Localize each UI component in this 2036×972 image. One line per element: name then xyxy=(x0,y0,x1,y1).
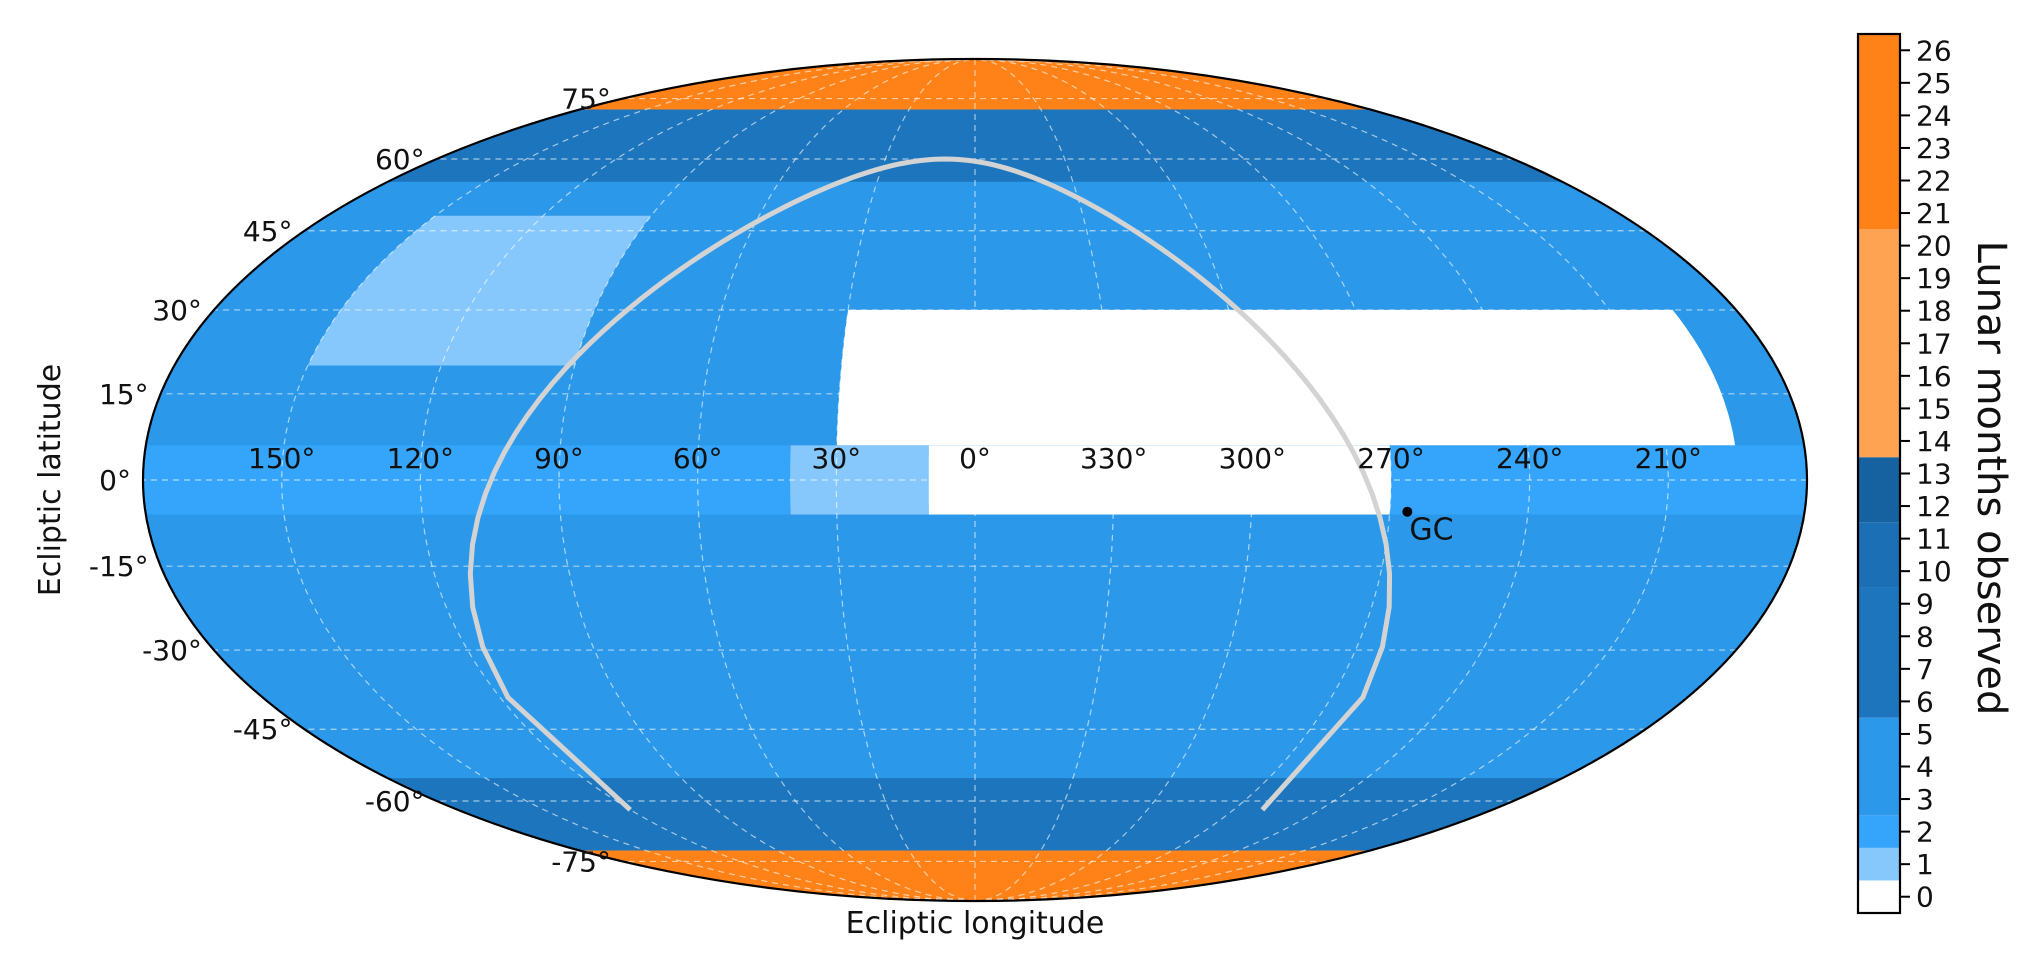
latitude-tick-label: 15° xyxy=(99,378,149,411)
colorbar-tick-label: 22 xyxy=(1916,165,1952,198)
colorbar-tick-label: 20 xyxy=(1916,230,1952,263)
colorbar-band xyxy=(1858,587,1900,718)
longitude-tick-label: 150° xyxy=(248,442,315,475)
colorbar-tick-label: 17 xyxy=(1916,327,1952,360)
latitude-tick-labels: 75° 60° 45° 30° 15° 0° -15° -30° -45° -60° -75° xyxy=(89,83,611,879)
longitude-tick-label: 210° xyxy=(1635,442,1702,475)
colorbar-label: Lunar months observed xyxy=(1968,241,2014,716)
latitude-tick-label: 45° xyxy=(243,215,293,248)
colorbar-tick-label: 24 xyxy=(1916,99,1952,132)
latitude-tick-label: -30° xyxy=(142,634,202,667)
meridian-line xyxy=(419,59,976,901)
longitude-tick-label: 30° xyxy=(812,442,862,475)
longitude-tick-label: 120° xyxy=(387,442,454,475)
map-frame xyxy=(141,57,1809,903)
longitude-tick-label: 240° xyxy=(1496,442,1563,475)
longitude-tick-label: 60° xyxy=(673,442,723,475)
gc-label: GC xyxy=(1409,513,1453,548)
colorbar-tick-label: 25 xyxy=(1916,67,1952,100)
colorbar-tick-label: 9 xyxy=(1916,588,1934,621)
colorbar-tick-label: 21 xyxy=(1916,197,1952,230)
colorbar-tick-label: 1 xyxy=(1916,848,1934,881)
colorbar-band xyxy=(1858,229,1900,458)
galactic-plane-curve xyxy=(467,156,1393,812)
colorbar-tick-label: 18 xyxy=(1916,295,1952,328)
latitude-tick-label: -15° xyxy=(89,550,149,583)
colorbar-band xyxy=(1858,880,1900,897)
colorbar-tick-label: 5 xyxy=(1916,718,1934,751)
overlays: GC xyxy=(467,156,1454,812)
colorbar-band xyxy=(1858,522,1900,588)
longitude-tick-labels: 150° 120° 90° 60° 30° 0° 330° 300° 270° 240° 210° xyxy=(248,442,1702,475)
colorbar-tick-label: 12 xyxy=(1916,490,1952,523)
latitude-tick-label: 30° xyxy=(152,294,202,327)
longitude-tick-label: 300° xyxy=(1219,442,1286,475)
colorbar-band xyxy=(1858,847,1900,881)
colorbar-band xyxy=(1858,457,1900,523)
y-axis-label: Ecliptic latitude xyxy=(33,364,68,596)
latitude-tick-label: 60° xyxy=(375,143,425,176)
latitude-tick-label: -60° xyxy=(365,785,425,818)
colorbar-tick-label: 11 xyxy=(1916,523,1952,556)
colorbar-band xyxy=(1858,815,1900,848)
longitude-tick-label: 270° xyxy=(1357,442,1424,475)
colorbar-tick-label: 23 xyxy=(1916,132,1952,165)
colorbar-tick-label: 15 xyxy=(1916,392,1952,425)
latitude-tick-label: 75° xyxy=(561,83,611,116)
coverage-region-northern-high-latitude-overlap xyxy=(387,109,1563,182)
colorbar: 0123456789101112131415161718192021222324… xyxy=(1856,32,1952,915)
colorbar-tick-label: 13 xyxy=(1916,458,1952,491)
colorbar-tick-label: 19 xyxy=(1916,262,1952,295)
colorbar-tick-label: 7 xyxy=(1916,653,1934,686)
latitude-tick-label: 0° xyxy=(99,464,131,497)
colorbar-tick-label: 6 xyxy=(1916,685,1934,718)
gc-marker xyxy=(1402,506,1413,517)
longitude-tick-label: 330° xyxy=(1080,442,1147,475)
longitude-tick-label: 90° xyxy=(534,442,584,475)
colorbar-tick-label: 4 xyxy=(1916,751,1934,784)
colorbar-tick-label: 10 xyxy=(1916,555,1952,588)
longitude-tick-label: 0° xyxy=(959,442,991,475)
colorbar-tick-label: 16 xyxy=(1916,360,1952,393)
latitude-tick-label: -45° xyxy=(233,713,293,746)
colorbar-tick-label: 26 xyxy=(1916,34,1952,67)
colorbar-tick-label: 0 xyxy=(1916,881,1934,914)
mollweide-map: GC 150° 120° 90° 60° 30° 0° 330° 300° 270° 240° 21… xyxy=(89,57,1809,903)
colorbar-band xyxy=(1858,34,1900,230)
colorbar-tick-label: 2 xyxy=(1916,816,1934,849)
colorbar-tick-label: 3 xyxy=(1916,783,1934,816)
meridian-line xyxy=(281,59,976,901)
x-axis-label: Ecliptic longitude xyxy=(846,906,1105,941)
colorbar-tick-label: 8 xyxy=(1916,620,1934,653)
latitude-tick-label: -75° xyxy=(551,845,611,878)
coverage-region-northern-gap xyxy=(836,309,1736,446)
colorbar-band xyxy=(1858,717,1900,816)
colorbar-tick-label: 14 xyxy=(1916,425,1952,458)
coverage-region-southern-high-latitude-overlap xyxy=(387,778,1563,851)
